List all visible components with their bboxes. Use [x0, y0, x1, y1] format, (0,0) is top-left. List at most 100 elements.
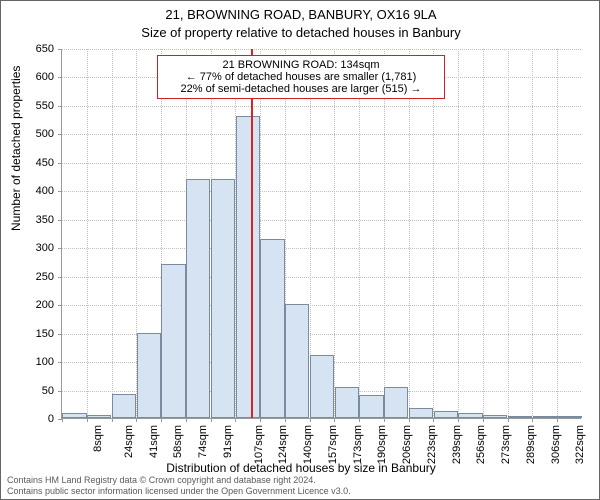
gridline-h — [62, 106, 581, 107]
ytick-mark — [58, 220, 62, 221]
gridline-v — [112, 49, 113, 418]
xtick-label: 173sqm — [352, 425, 364, 464]
ytick-label: 650 — [14, 43, 54, 55]
gridline-h — [62, 248, 581, 249]
histogram-bar — [533, 416, 557, 418]
gridline-h — [62, 163, 581, 164]
gridline-h — [62, 191, 581, 192]
xtick-label: 74sqm — [197, 425, 209, 458]
gridline-h — [62, 305, 581, 306]
ytick-mark — [58, 334, 62, 335]
xtick-label: 223sqm — [426, 425, 438, 464]
ytick-label: 300 — [14, 242, 54, 254]
gridline-v — [508, 49, 509, 418]
histogram-bar — [310, 355, 334, 418]
ytick-mark — [58, 391, 62, 392]
histogram-bar — [112, 394, 136, 418]
gridline-v — [483, 49, 484, 418]
gridline-h — [62, 49, 581, 50]
gridline-v — [409, 49, 410, 418]
xtick-mark — [508, 418, 509, 422]
xtick-mark — [334, 418, 335, 422]
xtick-mark — [136, 418, 137, 422]
xtick-mark — [260, 418, 261, 422]
chart-container: 21, BROWNING ROAD, BANBURY, OX16 9LA Siz… — [0, 0, 600, 500]
histogram-bar — [236, 116, 260, 418]
info-line-2: ← 77% of detached houses are smaller (1,… — [164, 71, 438, 83]
histogram-bar — [434, 411, 458, 418]
histogram-bar — [87, 415, 111, 418]
xtick-mark — [186, 418, 187, 422]
histogram-bar — [211, 179, 235, 418]
ytick-mark — [58, 106, 62, 107]
info-box: 21 BROWNING ROAD: 134sqm← 77% of detache… — [157, 55, 445, 99]
gridline-h — [62, 220, 581, 221]
ytick-label: 0 — [14, 413, 54, 425]
xtick-label: 289sqm — [525, 425, 537, 464]
histogram-bar — [285, 304, 309, 418]
xtick-mark — [87, 418, 88, 422]
xtick-mark — [359, 418, 360, 422]
chart-title-2: Size of property relative to detached ho… — [1, 25, 600, 40]
gridline-v — [532, 49, 533, 418]
xtick-label: 124sqm — [277, 425, 289, 464]
ytick-label: 250 — [14, 271, 54, 283]
xtick-mark — [285, 418, 286, 422]
histogram-bar — [458, 413, 482, 418]
histogram-bar — [161, 264, 185, 418]
xtick-label: 206sqm — [401, 425, 413, 464]
ytick-label: 200 — [14, 299, 54, 311]
gridline-v — [334, 49, 335, 418]
xtick-mark — [458, 418, 459, 422]
ytick-label: 350 — [14, 214, 54, 226]
footer-line-2: Contains public sector information licen… — [7, 486, 351, 496]
histogram-bar — [508, 416, 532, 418]
xtick-label: 91sqm — [222, 425, 234, 458]
xtick-label: 157sqm — [327, 425, 339, 464]
gridline-v — [87, 49, 88, 418]
reference-line — [251, 49, 253, 418]
xtick-label: 41sqm — [148, 425, 160, 458]
histogram-bar — [409, 408, 433, 418]
xtick-label: 140sqm — [302, 425, 314, 464]
gridline-v — [557, 49, 558, 418]
histogram-bar — [557, 416, 581, 418]
ytick-label: 100 — [14, 356, 54, 368]
ytick-mark — [58, 248, 62, 249]
xtick-label: 306sqm — [550, 425, 562, 464]
gridline-h — [62, 134, 581, 135]
xtick-label: 322sqm — [575, 425, 587, 464]
xtick-label: 239sqm — [451, 425, 463, 464]
histogram-bar — [335, 387, 359, 418]
xtick-mark — [310, 418, 311, 422]
xtick-label: 24sqm — [123, 425, 135, 458]
plot-area: 21 BROWNING ROAD: 134sqm← 77% of detache… — [61, 49, 581, 419]
ytick-mark — [58, 362, 62, 363]
xtick-label: 256sqm — [476, 425, 488, 464]
histogram-bar — [186, 179, 210, 418]
xtick-label: 58sqm — [172, 425, 184, 458]
xtick-mark — [235, 418, 236, 422]
footer-line-1: Contains HM Land Registry data © Crown c… — [7, 475, 316, 485]
xtick-mark — [161, 418, 162, 422]
histogram-bar — [137, 333, 161, 418]
y-axis-label: Number of detached properties — [9, 66, 23, 231]
xtick-mark — [211, 418, 212, 422]
chart-title-1: 21, BROWNING ROAD, BANBURY, OX16 9LA — [1, 7, 600, 22]
ytick-mark — [58, 77, 62, 78]
ytick-label: 500 — [14, 128, 54, 140]
histogram-bar — [384, 387, 408, 418]
ytick-label: 550 — [14, 100, 54, 112]
xtick-mark — [433, 418, 434, 422]
ytick-mark — [58, 277, 62, 278]
ytick-mark — [58, 163, 62, 164]
histogram-bar — [483, 415, 507, 418]
xtick-mark — [409, 418, 410, 422]
gridline-h — [62, 277, 581, 278]
histogram-bar — [62, 413, 86, 418]
gridline-v — [359, 49, 360, 418]
gridline-v — [458, 49, 459, 418]
ytick-mark — [58, 49, 62, 50]
ytick-label: 600 — [14, 71, 54, 83]
ytick-label: 150 — [14, 328, 54, 340]
